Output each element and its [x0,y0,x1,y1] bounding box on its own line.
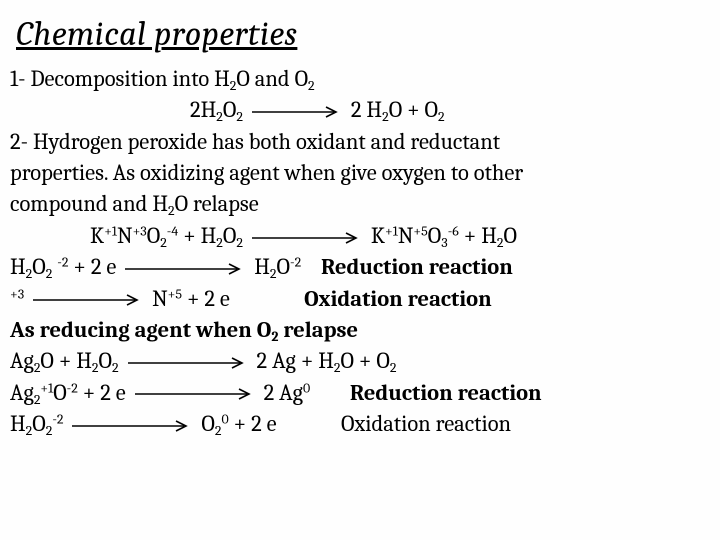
arrow-icon [33,293,143,307]
page-title: Chemical properties [16,12,710,58]
equation-reduction-2: Ag2+1O-2 + 2 e 2 Ag0 Reduction reaction [10,378,710,408]
arrow-icon [135,387,255,401]
reduction-label-2: Reduction reaction [350,380,542,406]
equation-decomposition: 2H2O2 2 H2O + O2 [10,95,710,125]
line-2a: 2- Hydrogen peroxide has both oxidant an… [10,127,710,157]
arrow-icon [128,356,248,370]
arrow-icon [125,262,245,276]
equation-kno2: K+1N+3O2-4 + H2O2 K+1N+5O3-6 + H2O [10,221,710,251]
equation-oxidation-1: +3 N+5 + 2 e Oxidation reaction [10,284,710,314]
oxidation-label: Oxidation reaction [304,286,492,312]
equation-reduction-1: H2O2 -2 + 2 e H2O-2 Reduction reaction [10,252,710,282]
line-reducing: As reducing agent when O2 relapse [10,315,710,345]
oxidation-label-2: Oxidation reaction [341,411,511,437]
arrow-icon [72,419,192,433]
line-1: 1- Decomposition into H2O and O2 [10,64,710,94]
arrow-icon [252,105,342,119]
equation-ag2o: Ag2O + H2O2 2 Ag + H2O + O2 [10,346,710,376]
line-2b: properties. As oxidizing agent when give… [10,158,710,188]
line-2c: compound and H2O relapse [10,189,710,219]
equation-oxidation-2: H2O2-2 O20 + 2 e Oxidation reaction [10,409,710,439]
reduction-label: Reduction reaction [321,254,513,280]
arrow-icon [252,231,362,245]
